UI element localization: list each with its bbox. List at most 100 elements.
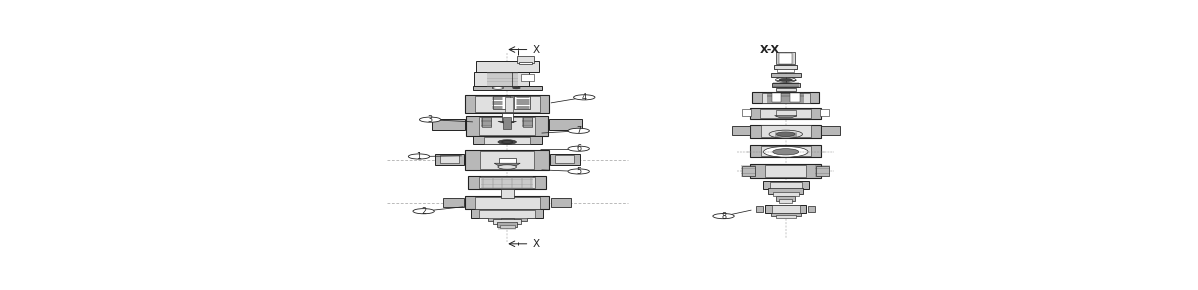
Circle shape	[773, 149, 799, 155]
Bar	[498, 158, 515, 164]
Bar	[550, 119, 582, 130]
Bar	[479, 210, 536, 218]
Bar	[474, 197, 539, 209]
Bar	[524, 117, 532, 127]
Circle shape	[513, 87, 520, 89]
Bar	[466, 116, 547, 136]
Bar	[484, 137, 531, 144]
Bar	[750, 145, 821, 157]
Bar	[821, 126, 840, 135]
Bar	[773, 193, 799, 196]
Circle shape	[568, 146, 589, 151]
Text: 1: 1	[417, 152, 422, 161]
Circle shape	[409, 154, 430, 159]
Bar	[770, 73, 800, 77]
Circle shape	[568, 169, 589, 174]
Bar	[770, 182, 801, 188]
Bar	[468, 176, 546, 189]
Circle shape	[498, 165, 516, 169]
Bar	[750, 125, 821, 138]
Bar	[779, 199, 792, 203]
Bar	[768, 188, 804, 194]
Bar	[761, 146, 811, 156]
Text: 2: 2	[420, 207, 426, 216]
Text: X: X	[532, 45, 539, 55]
Bar	[791, 93, 800, 102]
Circle shape	[492, 87, 503, 89]
Bar	[778, 69, 794, 72]
Bar	[502, 113, 513, 122]
Bar	[775, 215, 795, 218]
Bar	[756, 206, 763, 212]
Bar	[772, 83, 800, 87]
Bar	[466, 95, 549, 113]
Bar	[503, 117, 510, 129]
Text: 3: 3	[428, 115, 432, 124]
Polygon shape	[498, 122, 516, 124]
Bar	[471, 209, 544, 218]
Text: 4: 4	[582, 93, 587, 102]
Bar	[497, 222, 518, 227]
Bar	[775, 88, 795, 90]
Circle shape	[413, 209, 435, 214]
Bar	[482, 117, 491, 127]
Bar	[766, 165, 806, 177]
Circle shape	[713, 213, 734, 219]
Text: 7: 7	[576, 126, 581, 135]
Bar	[518, 56, 534, 63]
Circle shape	[419, 117, 441, 122]
Circle shape	[779, 78, 792, 81]
Bar	[807, 206, 816, 212]
Bar	[474, 96, 539, 113]
Bar	[514, 96, 531, 109]
Polygon shape	[775, 116, 797, 118]
Bar	[443, 198, 464, 207]
Bar	[500, 226, 515, 228]
Bar	[435, 154, 465, 165]
Circle shape	[775, 77, 795, 82]
Bar	[494, 220, 521, 224]
Bar	[750, 164, 821, 178]
Bar	[476, 61, 539, 72]
Polygon shape	[495, 163, 520, 166]
Bar	[775, 110, 795, 116]
Bar	[776, 196, 795, 201]
Bar	[761, 109, 811, 118]
Bar	[441, 155, 459, 164]
Bar	[466, 196, 549, 209]
Bar	[766, 204, 806, 213]
Bar	[761, 126, 811, 137]
Bar	[551, 198, 571, 207]
Bar	[480, 151, 534, 169]
Text: X-X: X-X	[760, 45, 780, 55]
Bar	[821, 109, 829, 116]
Bar	[772, 205, 800, 213]
Bar	[521, 74, 534, 81]
Text: X: X	[532, 239, 539, 249]
Bar	[816, 166, 829, 176]
Bar	[514, 217, 527, 221]
Circle shape	[574, 95, 595, 100]
Bar	[506, 97, 513, 112]
Bar	[732, 126, 750, 135]
Bar	[501, 189, 514, 197]
Bar	[473, 72, 530, 87]
Circle shape	[568, 128, 589, 133]
Circle shape	[776, 132, 795, 136]
Bar	[556, 155, 574, 164]
Text: 6: 6	[576, 144, 581, 153]
Circle shape	[763, 146, 807, 157]
Text: 8: 8	[721, 212, 726, 221]
Bar	[519, 61, 532, 64]
Bar	[776, 52, 795, 64]
Text: 5: 5	[576, 167, 581, 176]
Bar	[770, 213, 800, 216]
Bar	[750, 108, 821, 119]
Bar	[466, 150, 549, 170]
Bar	[779, 53, 792, 64]
Bar	[473, 86, 541, 90]
Bar	[742, 109, 751, 116]
Circle shape	[769, 130, 803, 138]
Bar	[762, 93, 810, 103]
Bar	[763, 181, 809, 189]
